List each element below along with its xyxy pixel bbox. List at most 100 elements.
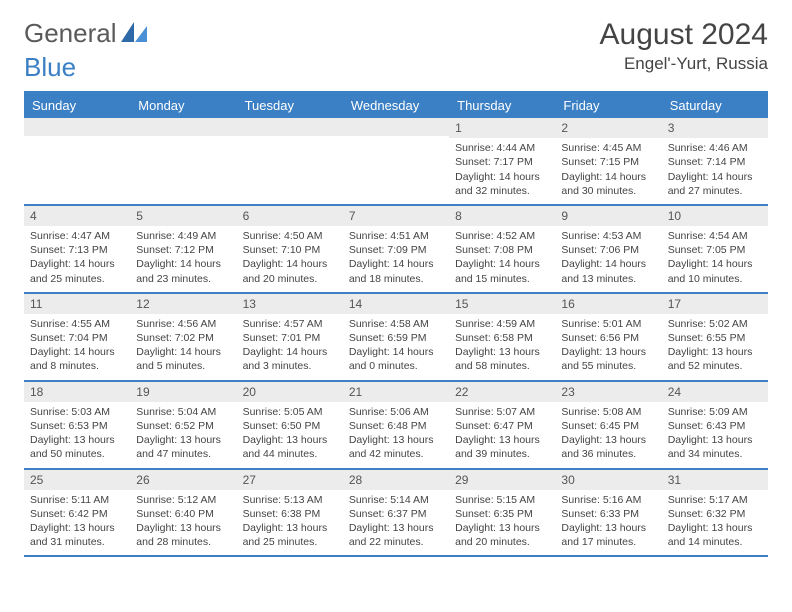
cell-body: Sunrise: 5:01 AMSunset: 6:56 PMDaylight:… xyxy=(555,314,661,380)
cell-body: Sunrise: 4:54 AMSunset: 7:05 PMDaylight:… xyxy=(662,226,768,292)
day-number: 19 xyxy=(130,382,236,402)
cell-sunrise: Sunrise: 4:50 AM xyxy=(243,229,337,243)
calendar-cell: 28Sunrise: 5:14 AMSunset: 6:37 PMDayligh… xyxy=(343,470,449,556)
cell-body: Sunrise: 4:58 AMSunset: 6:59 PMDaylight:… xyxy=(343,314,449,380)
day-number: 23 xyxy=(555,382,661,402)
cell-sunset: Sunset: 6:50 PM xyxy=(243,419,337,433)
cell-body: Sunrise: 5:14 AMSunset: 6:37 PMDaylight:… xyxy=(343,490,449,556)
cell-daylight2: and 17 minutes. xyxy=(561,535,655,549)
cell-sunrise: Sunrise: 5:17 AM xyxy=(668,493,762,507)
cell-daylight2: and 50 minutes. xyxy=(30,447,124,461)
calendar: Sunday Monday Tuesday Wednesday Thursday… xyxy=(24,91,768,557)
cell-sunset: Sunset: 7:17 PM xyxy=(455,155,549,169)
cell-daylight1: Daylight: 14 hours xyxy=(349,257,443,271)
day-number: 20 xyxy=(237,382,343,402)
cell-sunrise: Sunrise: 5:07 AM xyxy=(455,405,549,419)
cell-body: Sunrise: 5:02 AMSunset: 6:55 PMDaylight:… xyxy=(662,314,768,380)
day-number: 16 xyxy=(555,294,661,314)
cell-daylight2: and 44 minutes. xyxy=(243,447,337,461)
cell-body: Sunrise: 4:50 AMSunset: 7:10 PMDaylight:… xyxy=(237,226,343,292)
day-header: Monday xyxy=(130,93,236,118)
calendar-cell: 9Sunrise: 4:53 AMSunset: 7:06 PMDaylight… xyxy=(555,206,661,292)
day-number: 2 xyxy=(555,118,661,138)
cell-daylight2: and 28 minutes. xyxy=(136,535,230,549)
cell-daylight1: Daylight: 13 hours xyxy=(455,345,549,359)
cell-daylight1: Daylight: 13 hours xyxy=(243,433,337,447)
cell-daylight1: Daylight: 13 hours xyxy=(561,521,655,535)
cell-sunrise: Sunrise: 4:44 AM xyxy=(455,141,549,155)
cell-daylight1: Daylight: 13 hours xyxy=(136,433,230,447)
cell-daylight1: Daylight: 13 hours xyxy=(561,433,655,447)
cell-sunrise: Sunrise: 5:08 AM xyxy=(561,405,655,419)
calendar-cell: 2Sunrise: 4:45 AMSunset: 7:15 PMDaylight… xyxy=(555,118,661,204)
cell-daylight1: Daylight: 14 hours xyxy=(668,170,762,184)
cell-sunset: Sunset: 7:10 PM xyxy=(243,243,337,257)
cell-sunset: Sunset: 7:12 PM xyxy=(136,243,230,257)
cell-daylight1: Daylight: 14 hours xyxy=(561,257,655,271)
cell-body: Sunrise: 4:53 AMSunset: 7:06 PMDaylight:… xyxy=(555,226,661,292)
cell-sunset: Sunset: 6:56 PM xyxy=(561,331,655,345)
cell-body: Sunrise: 5:05 AMSunset: 6:50 PMDaylight:… xyxy=(237,402,343,468)
cell-sunset: Sunset: 6:48 PM xyxy=(349,419,443,433)
calendar-cell xyxy=(343,118,449,204)
day-number xyxy=(343,118,449,136)
cell-sunset: Sunset: 6:47 PM xyxy=(455,419,549,433)
cell-sunrise: Sunrise: 5:01 AM xyxy=(561,317,655,331)
calendar-cell: 19Sunrise: 5:04 AMSunset: 6:52 PMDayligh… xyxy=(130,382,236,468)
day-number xyxy=(24,118,130,136)
cell-sunset: Sunset: 6:35 PM xyxy=(455,507,549,521)
cell-sunrise: Sunrise: 4:56 AM xyxy=(136,317,230,331)
cell-daylight2: and 30 minutes. xyxy=(561,184,655,198)
cell-sunrise: Sunrise: 5:16 AM xyxy=(561,493,655,507)
cell-daylight1: Daylight: 14 hours xyxy=(455,170,549,184)
day-header: Saturday xyxy=(662,93,768,118)
cell-daylight1: Daylight: 13 hours xyxy=(349,433,443,447)
day-number: 4 xyxy=(24,206,130,226)
cell-body: Sunrise: 4:51 AMSunset: 7:09 PMDaylight:… xyxy=(343,226,449,292)
calendar-cell: 31Sunrise: 5:17 AMSunset: 6:32 PMDayligh… xyxy=(662,470,768,556)
cell-daylight2: and 42 minutes. xyxy=(349,447,443,461)
cell-daylight2: and 8 minutes. xyxy=(30,359,124,373)
cell-sunrise: Sunrise: 4:57 AM xyxy=(243,317,337,331)
cell-daylight1: Daylight: 14 hours xyxy=(30,257,124,271)
cell-body: Sunrise: 5:11 AMSunset: 6:42 PMDaylight:… xyxy=(24,490,130,556)
cell-daylight1: Daylight: 14 hours xyxy=(243,257,337,271)
cell-daylight2: and 58 minutes. xyxy=(455,359,549,373)
cell-sunset: Sunset: 7:06 PM xyxy=(561,243,655,257)
cell-daylight1: Daylight: 14 hours xyxy=(136,257,230,271)
cell-sunrise: Sunrise: 5:15 AM xyxy=(455,493,549,507)
weeks-container: 1Sunrise: 4:44 AMSunset: 7:17 PMDaylight… xyxy=(24,118,768,557)
cell-body: Sunrise: 5:17 AMSunset: 6:32 PMDaylight:… xyxy=(662,490,768,556)
week-row: 4Sunrise: 4:47 AMSunset: 7:13 PMDaylight… xyxy=(24,206,768,294)
cell-daylight2: and 25 minutes. xyxy=(30,272,124,286)
day-number: 26 xyxy=(130,470,236,490)
cell-daylight2: and 5 minutes. xyxy=(136,359,230,373)
cell-daylight2: and 47 minutes. xyxy=(136,447,230,461)
cell-daylight1: Daylight: 13 hours xyxy=(349,521,443,535)
cell-daylight1: Daylight: 14 hours xyxy=(349,345,443,359)
cell-sunrise: Sunrise: 4:49 AM xyxy=(136,229,230,243)
day-number: 29 xyxy=(449,470,555,490)
day-number: 14 xyxy=(343,294,449,314)
cell-sunrise: Sunrise: 5:09 AM xyxy=(668,405,762,419)
cell-daylight2: and 32 minutes. xyxy=(455,184,549,198)
cell-daylight1: Daylight: 13 hours xyxy=(136,521,230,535)
cell-daylight2: and 20 minutes. xyxy=(455,535,549,549)
cell-sunset: Sunset: 7:15 PM xyxy=(561,155,655,169)
cell-sunset: Sunset: 7:05 PM xyxy=(668,243,762,257)
calendar-cell xyxy=(130,118,236,204)
cell-sunset: Sunset: 7:04 PM xyxy=(30,331,124,345)
cell-daylight1: Daylight: 13 hours xyxy=(455,521,549,535)
day-number xyxy=(237,118,343,136)
cell-body: Sunrise: 5:15 AMSunset: 6:35 PMDaylight:… xyxy=(449,490,555,556)
day-number: 31 xyxy=(662,470,768,490)
cell-daylight2: and 34 minutes. xyxy=(668,447,762,461)
logo-word1: General xyxy=(24,18,117,49)
week-row: 11Sunrise: 4:55 AMSunset: 7:04 PMDayligh… xyxy=(24,294,768,382)
day-number: 15 xyxy=(449,294,555,314)
day-number: 24 xyxy=(662,382,768,402)
cell-body: Sunrise: 4:57 AMSunset: 7:01 PMDaylight:… xyxy=(237,314,343,380)
cell-body: Sunrise: 4:45 AMSunset: 7:15 PMDaylight:… xyxy=(555,138,661,204)
day-number: 17 xyxy=(662,294,768,314)
cell-daylight1: Daylight: 13 hours xyxy=(455,433,549,447)
